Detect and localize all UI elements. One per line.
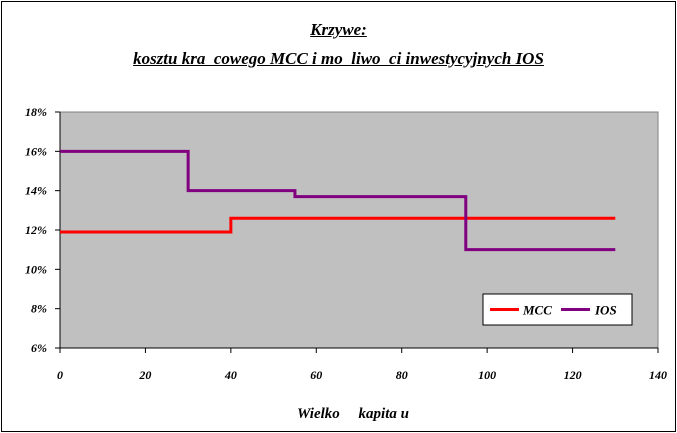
x-axis: 0 20 40 60 80 100 120 140: [57, 347, 667, 382]
y-tick-label: 12%: [25, 223, 47, 237]
y-tick-label: 10%: [25, 262, 47, 276]
chart-subtitle: kosztu kra cowego MCC i mo liwo ci inwes…: [133, 49, 544, 68]
y-tick-label: 14%: [25, 184, 47, 198]
y-axis: 6% 8% 10% 12% 14% 16% 18%: [25, 105, 61, 355]
x-tick-label: 120: [564, 368, 582, 382]
chart-title: Krzywe:: [310, 20, 367, 39]
y-tick-label: 16%: [25, 144, 47, 158]
x-tick-label: 140: [649, 368, 667, 382]
series-line-mcc: [60, 216, 616, 234]
x-tick-label: 40: [224, 368, 237, 382]
series-line-ios: [60, 149, 616, 252]
x-tick-label: 0: [57, 368, 63, 382]
x-tick-label: 100: [478, 368, 496, 382]
y-tick-label: 6%: [31, 341, 47, 355]
legend: MCC IOS: [482, 293, 633, 326]
y-tick-label: 8%: [31, 302, 47, 316]
series-layer: [60, 149, 616, 252]
x-tick-label: 60: [310, 368, 322, 382]
legend-label-mcc: MCC: [522, 303, 552, 318]
x-tick-label: 20: [138, 368, 151, 382]
x-tick-label: 80: [396, 368, 408, 382]
y-tick-label: 18%: [25, 105, 47, 119]
x-axis-label: Wielko kapita u: [297, 406, 409, 422]
legend-label-ios: IOS: [594, 303, 617, 318]
